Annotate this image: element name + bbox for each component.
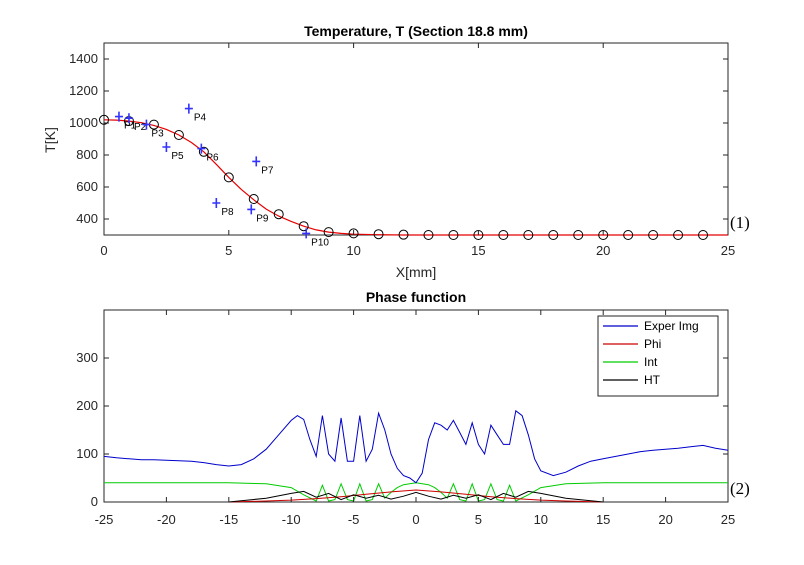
- x-tick-label: -20: [157, 512, 176, 527]
- sample-circle: [273, 209, 284, 220]
- sample-circle: [248, 194, 259, 204]
- point-label: P9: [256, 213, 269, 224]
- sample-circle: [198, 146, 209, 157]
- x-axis: -25 -20 -15 -10 -5 0 5 10 15 20 25: [95, 310, 735, 527]
- sample-circle: [99, 114, 109, 125]
- sample-circle: [623, 230, 634, 240]
- measurement-point: [252, 156, 261, 167]
- measurement-point: [162, 142, 171, 152]
- x-tick-label: -10: [282, 512, 301, 527]
- point-label: P10: [311, 237, 329, 248]
- y-tick-label: 800: [76, 147, 98, 162]
- point-label: P4: [194, 113, 207, 124]
- legend-label: Phi: [644, 337, 661, 351]
- legend-label: Exper Img: [644, 319, 699, 333]
- sample-circle: [223, 172, 234, 183]
- sample-circle: [548, 230, 559, 240]
- measurement-point: [247, 204, 256, 215]
- sample-circle: [523, 230, 534, 240]
- y-tick-label: 100: [76, 446, 98, 461]
- y-axis: 400 600 800 1000 1200 1400: [69, 51, 728, 226]
- y-tick-label: 1200: [69, 83, 98, 98]
- sample-circle: [498, 230, 509, 240]
- plot-area: [104, 43, 728, 235]
- point-label: P7: [261, 165, 274, 176]
- x-tick-label: 25: [721, 243, 735, 258]
- y-tick-label: 1400: [69, 51, 98, 66]
- point-label: P2: [134, 122, 147, 133]
- x-tick-label: 10: [534, 512, 548, 527]
- y-axis-label: T[K]: [42, 127, 58, 153]
- x-axis-label: X[mm]: [396, 264, 436, 280]
- series-line-phi: [228, 489, 604, 503]
- x-tick-label: -5: [348, 512, 360, 527]
- point-label: P5: [171, 151, 184, 162]
- phase-chart: Phase function -25 -20 -15 -10 -5 0 5 10 15 20 25 …: [76, 289, 750, 527]
- series-line-ht: [228, 490, 604, 503]
- measurement-point: [197, 143, 206, 154]
- measurement-point: [142, 119, 151, 130]
- sample-circle: [173, 130, 184, 140]
- x-tick-label: -25: [95, 512, 114, 527]
- legend: Exper Img Phi Int HT: [597, 315, 719, 397]
- y-tick-label: 600: [76, 179, 98, 194]
- x-axis: 0 5 10 15 20 25: [100, 43, 735, 258]
- y-tick-label: 300: [76, 350, 98, 365]
- legend-label: HT: [644, 373, 661, 387]
- series-line-exper-img: [103, 409, 729, 484]
- point-label: P8: [221, 207, 234, 218]
- sample-circle: [423, 230, 434, 240]
- measurement-point: [114, 111, 123, 122]
- point-label: P1: [124, 121, 137, 132]
- measurement-point: [184, 103, 193, 114]
- x-tick-label: 15: [471, 243, 485, 258]
- sample-circle: [323, 227, 334, 238]
- x-tick-label: -15: [219, 512, 238, 527]
- y-tick-label: 1000: [69, 115, 98, 130]
- measurement-point: [124, 113, 133, 124]
- x-tick-label: 10: [346, 243, 360, 258]
- x-tick-label: 5: [475, 512, 482, 527]
- sample-circle: [398, 229, 409, 240]
- panel-annotation: (1): [730, 213, 750, 232]
- y-tick-label: 200: [76, 398, 98, 413]
- sample-circle: [448, 230, 459, 240]
- x-tick-label: 20: [658, 512, 672, 527]
- sample-circle: [698, 230, 709, 240]
- y-tick-label: 400: [76, 211, 98, 226]
- measurement-point: [302, 228, 311, 239]
- chart-title: Phase function: [366, 289, 466, 305]
- sample-circle: [373, 229, 384, 240]
- sample-circle: [673, 230, 684, 240]
- sample-circle: [648, 230, 659, 240]
- x-tick-label: 15: [596, 512, 610, 527]
- chart-title: Temperature, T (Section 18.8 mm): [304, 23, 528, 39]
- x-tick-label: 20: [596, 243, 610, 258]
- legend-box: [597, 315, 719, 397]
- x-tick-label: 0: [412, 512, 419, 527]
- sample-circle: [298, 221, 309, 232]
- x-tick-label: 25: [721, 512, 735, 527]
- sample-circle: [573, 230, 584, 240]
- measurement-point: [212, 198, 221, 208]
- x-tick-label: 0: [100, 243, 107, 258]
- point-label: P6: [206, 153, 219, 164]
- x-tick-label: 5: [225, 243, 232, 258]
- y-tick-label: 0: [91, 494, 98, 509]
- point-label: P3: [151, 129, 164, 140]
- legend-label: Int: [644, 355, 658, 369]
- panel-annotation: (2): [730, 479, 750, 498]
- y-axis: 0 100 200 300: [76, 350, 728, 509]
- sample-circle: [348, 228, 359, 239]
